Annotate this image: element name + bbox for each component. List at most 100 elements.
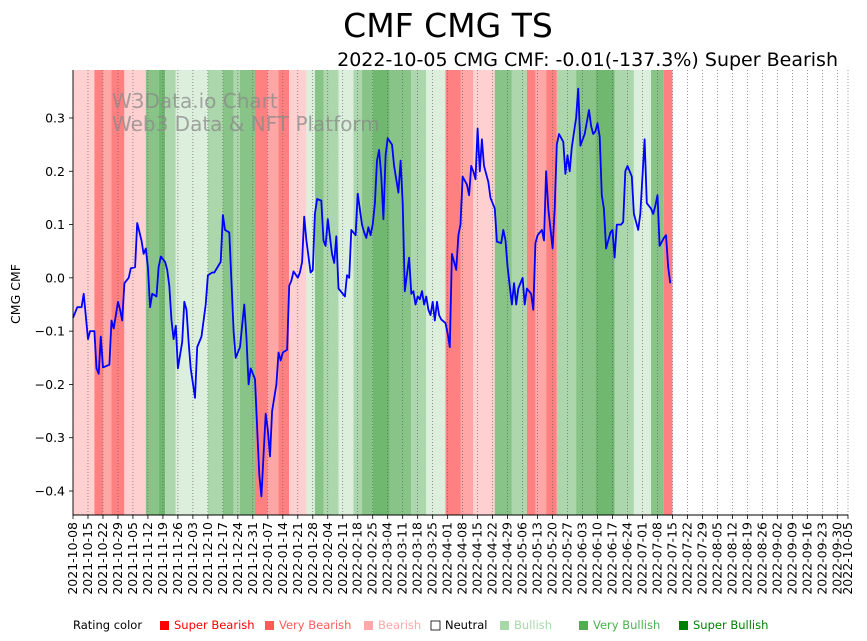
legend-label-1: Very Bearish [279,618,351,632]
band-2 [102,70,112,515]
xtick-label-17: 2022-02-04 [320,522,335,595]
xtick-label-35: 2022-06-10 [590,522,605,595]
xtick-label-45: 2022-08-19 [739,522,754,595]
xtick-label-3: 2021-10-29 [110,522,125,595]
xtick-label-1: 2021-10-15 [80,522,95,595]
legend-label-5: Very Bullish [593,618,660,632]
xtick-label-37: 2022-06-24 [619,522,634,595]
legend-swatch-4 [500,621,509,630]
xtick-label-42: 2022-07-29 [694,522,709,595]
y-axis-ticks: −0.4 −0.3 −0.2 −0.1 0.0 0.1 0.2 0.3 [35,110,73,499]
xtick-label-2: 2021-10-22 [95,522,110,595]
xtick-label-20: 2022-02-25 [365,522,380,595]
band-24 [389,70,412,515]
legend-label-2: Bearish [378,618,421,632]
xtick-label-16: 2022-01-28 [305,522,320,595]
band-14 [267,70,279,515]
xtick-label-50: 2022-09-23 [814,522,829,595]
xtick-label-28: 2022-04-22 [485,522,500,595]
xtick-label-36: 2022-06-17 [605,522,620,595]
xtick-label-12: 2021-12-31 [245,522,260,595]
xtick-label-44: 2022-08-12 [724,522,739,595]
band-15 [278,70,290,515]
band-11 [233,70,240,515]
legend-swatch-1 [265,621,274,630]
xtick-label-14: 2022-01-14 [275,522,290,595]
ytick-label-3: −0.1 [35,324,65,339]
band-37 [595,70,615,515]
xtick-label-22: 2022-03-11 [395,522,410,595]
xtick-label-4: 2021-11-05 [125,522,140,595]
legend-label-3: Neutral [445,618,487,632]
xtick-label-30: 2022-05-06 [515,522,530,595]
xtick-label-8: 2021-12-03 [185,522,200,595]
xtick-label-7: 2021-11-26 [170,522,185,595]
xtick-label-31: 2022-05-13 [530,522,545,595]
ytick-label-4: 0.0 [45,270,65,285]
band-6 [158,70,166,515]
legend-title: Rating color [73,618,142,632]
chart-subtitle: 2022-10-05 CMG CMF: -0.01(-137.3%) Super… [337,49,838,71]
band-25 [411,70,427,515]
ytick-label-7: 0.3 [45,110,65,125]
xtick-label-27: 2022-04-15 [470,522,485,595]
xtick-label-49: 2022-09-16 [799,522,814,595]
legend-swatch-2 [364,621,373,630]
band-8 [175,70,208,515]
xtick-label-43: 2022-08-05 [709,522,724,595]
band-30 [494,70,512,515]
band-31 [511,70,527,515]
band-38 [614,70,634,515]
watermark-line-2: Web3 Data & NFT Platform [112,112,380,136]
band-36 [576,70,596,515]
xtick-label-5: 2021-11-12 [140,522,155,595]
xtick-label-29: 2022-04-29 [500,522,515,595]
legend-swatch-3 [430,620,441,631]
xtick-label-32: 2022-05-20 [545,522,560,595]
ytick-label-1: −0.3 [35,430,65,445]
band-1 [94,70,103,515]
ytick-label-6: 0.2 [45,164,65,179]
band-22 [362,70,373,515]
ytick-label-5: 0.1 [45,217,65,232]
watermark-line-1: W3Data.io Chart [112,89,278,113]
band-4 [124,70,146,515]
ytick-label-2: −0.2 [35,377,65,392]
xtick-label-47: 2022-09-02 [769,522,784,595]
xtick-label-39: 2022-07-08 [649,522,664,595]
band-13 [254,70,268,515]
band-41 [663,70,673,515]
xtick-label-41: 2022-07-22 [679,522,694,595]
cmf-series-line [72,87,672,498]
xtick-label-51: 2022-09-30 [829,522,844,595]
xtick-label-25: 2022-04-01 [440,522,455,595]
legend-swatch-0 [160,621,169,630]
band-23 [372,70,390,515]
xtick-label-18: 2022-02-11 [335,522,350,595]
xtick-label-10: 2021-12-17 [215,522,230,595]
axes [72,70,848,516]
band-10 [222,70,234,515]
legend-swatch-6 [679,621,688,630]
band-34 [546,70,557,515]
band-19 [323,70,339,515]
legend-label-0: Super Bearish [174,618,255,632]
ytick-label-0: −0.4 [35,484,65,499]
xtick-label-26: 2022-04-08 [455,522,470,595]
xtick-label-15: 2022-01-21 [290,522,305,595]
legend-swatch-5 [579,621,588,630]
xtick-label-11: 2021-12-24 [230,522,245,595]
xtick-label-23: 2022-03-18 [410,522,425,595]
band-29 [473,70,495,515]
band-12 [239,70,255,515]
xtick-label-24: 2022-03-25 [425,522,440,595]
band-27 [445,70,461,515]
band-0 [73,70,95,515]
xtick-label-34: 2022-06-03 [575,522,590,595]
xtick-label-48: 2022-09-09 [784,522,799,595]
xtick-label-38: 2022-07-01 [634,522,649,595]
y-axis-label: CMG CMF [8,264,23,324]
legend-label-6: Super Bullish [693,618,768,632]
xtick-label-19: 2022-02-18 [350,522,365,595]
